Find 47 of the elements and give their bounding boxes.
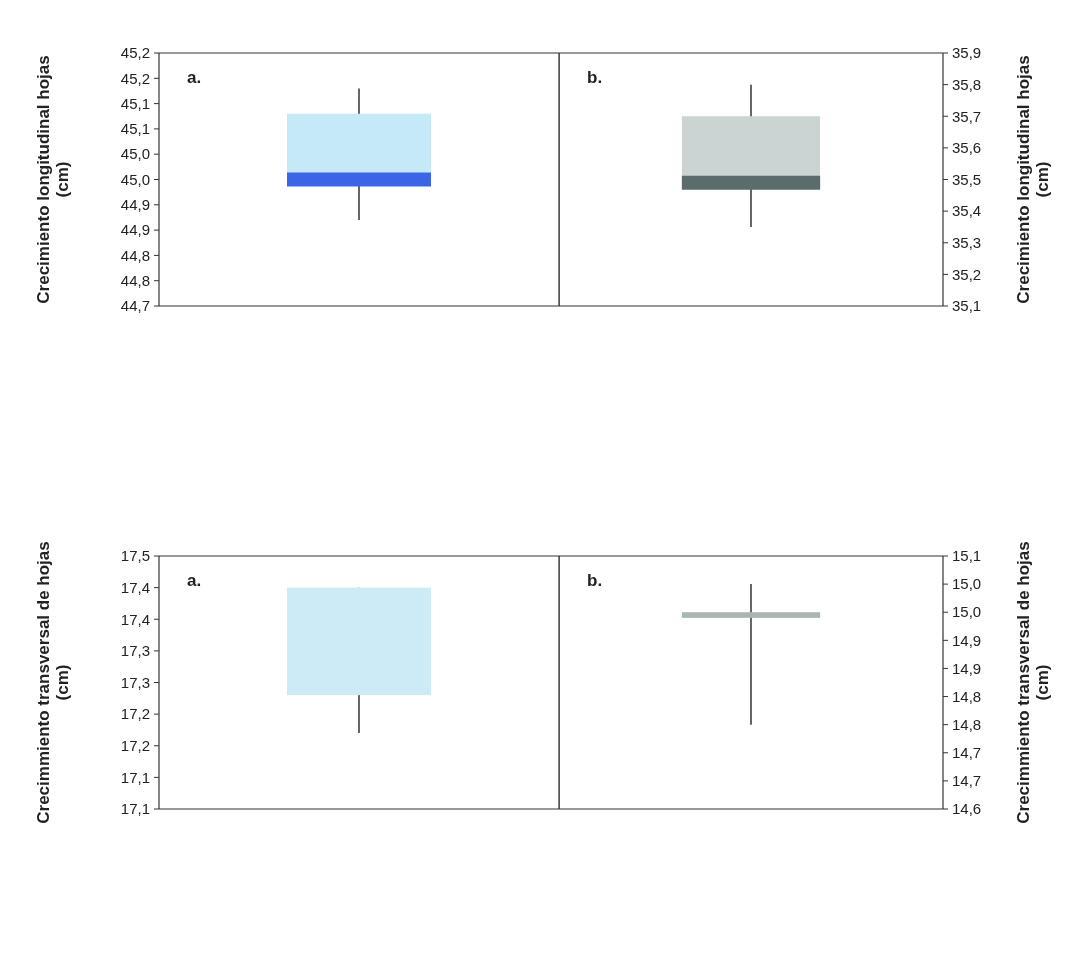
y-tick-label: 35,4	[952, 202, 982, 220]
y-tick-label: 14,8	[952, 715, 982, 733]
y-tick-label: 35,8	[952, 75, 982, 93]
y-axis-title: Crecimiento longitudinal hojas (cm)	[34, 55, 72, 304]
y-tick-label: 17,3	[120, 673, 150, 691]
y-tick-label: 35,2	[952, 265, 982, 283]
y-tick-label: 45,1	[120, 94, 150, 112]
y-tick-label: 45,2	[120, 69, 150, 87]
y-tick-label: 17,3	[120, 642, 150, 660]
y-tick-label: 35,7	[952, 107, 982, 125]
y-tick-label: 17,1	[120, 768, 150, 786]
y-tick-label: 44,9	[120, 196, 150, 214]
annotation: a.	[187, 68, 202, 87]
y-tick-label: 44,7	[120, 297, 150, 315]
y-tick-label: 35,3	[952, 234, 982, 251]
y-tick-label: 17,5	[120, 547, 150, 565]
y-tick-label: 35,9	[952, 44, 982, 62]
y-tick-label: 14,9	[952, 631, 982, 649]
annotation: b.	[587, 571, 603, 590]
y-tick-label: 14,8	[952, 687, 982, 705]
y-tick-label: 15,0	[952, 575, 982, 593]
y-tick-label: 44,8	[120, 246, 150, 264]
y-tick-label: 44,8	[120, 271, 150, 289]
y-tick-label: 14,7	[952, 772, 982, 790]
y-axis-title: Crecimmiento transversal de hojas (cm)	[1014, 541, 1052, 824]
y-axis-title: Crecimmiento transversal de hojas (cm)	[34, 541, 72, 824]
annotation: a.	[187, 571, 202, 590]
y-tick-label: 17,4	[120, 578, 150, 596]
y-tick-label: 45,0	[120, 170, 150, 188]
y-tick-label: 17,2	[120, 705, 150, 723]
y-tick-label: 45,1	[120, 120, 150, 138]
y-tick-label: 14,7	[952, 744, 982, 762]
y-tick-label: 15,1	[952, 547, 982, 565]
y-tick-label: 45,2	[120, 44, 150, 62]
y-tick-label: 45,0	[120, 145, 150, 163]
y-tick-label: 35,5	[952, 170, 982, 188]
y-tick-label: 17,4	[120, 610, 150, 628]
y-tick-label: 14,6	[952, 800, 982, 818]
y-tick-label: 44,9	[120, 221, 150, 239]
y-tick-label: 14,9	[952, 659, 982, 677]
y-tick-label: 35,1	[952, 297, 982, 315]
y-tick-label: 15,0	[952, 603, 982, 621]
y-tick-label: 17,2	[120, 737, 150, 754]
annotation: b.	[587, 68, 603, 87]
y-tick-label: 35,6	[952, 139, 982, 157]
y-axis-title: Crecimiento longitudinal hojas (cm)	[1014, 55, 1052, 304]
y-tick-label: 17,1	[120, 800, 150, 818]
